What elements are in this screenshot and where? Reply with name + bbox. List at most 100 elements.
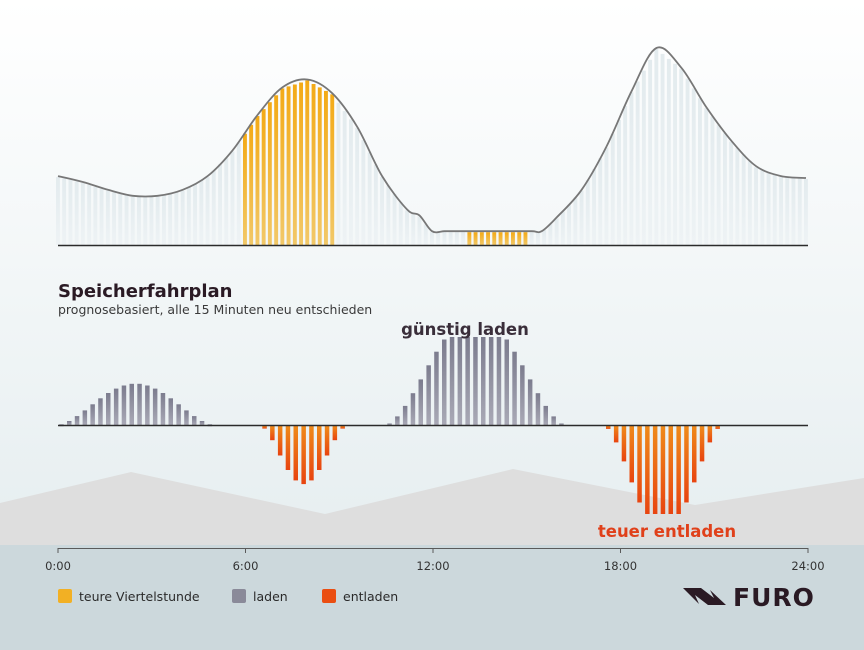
expensive-price-bar bbox=[492, 232, 497, 245]
charge-bar bbox=[106, 393, 111, 425]
charge-bar bbox=[121, 385, 127, 425]
expensive-price-bar bbox=[274, 95, 279, 245]
price-bar bbox=[99, 188, 104, 245]
price-bar bbox=[804, 179, 808, 245]
charge-bar bbox=[137, 383, 142, 425]
price-bar bbox=[130, 196, 135, 246]
charge-bar bbox=[82, 410, 88, 425]
price-bar bbox=[162, 195, 166, 245]
charge-bar bbox=[434, 351, 439, 425]
price-bar bbox=[691, 88, 696, 246]
price-bar bbox=[442, 232, 447, 245]
price-bar bbox=[741, 154, 746, 245]
discharge-bar bbox=[270, 426, 275, 441]
schedule-subtitle: prognosebasiert, alle 15 Minuten neu ent… bbox=[58, 302, 372, 317]
price-bar bbox=[155, 196, 160, 246]
legend-label-expensive: teure Viertelstunde bbox=[79, 589, 200, 604]
price-bar bbox=[361, 140, 366, 245]
charge-bar bbox=[168, 398, 173, 425]
time-axis-ticks: 0:00 6:00 12:00 18:00 24:00 bbox=[45, 548, 825, 573]
footer-band bbox=[0, 545, 864, 650]
price-bar bbox=[673, 63, 677, 245]
price-bar bbox=[554, 218, 559, 245]
price-bar bbox=[617, 119, 621, 245]
discharge-bar bbox=[668, 426, 673, 514]
price-bar bbox=[610, 133, 615, 245]
discharge-bar bbox=[613, 426, 619, 443]
price-bar bbox=[729, 141, 734, 245]
price-bar bbox=[56, 177, 60, 245]
charge-bar bbox=[387, 423, 392, 426]
schedule-title: Speicherfahrplan bbox=[58, 281, 232, 302]
price-bar bbox=[367, 152, 372, 245]
charge-bar bbox=[418, 379, 423, 425]
charge-bar bbox=[74, 416, 80, 425]
expensive-price-bar bbox=[473, 232, 478, 245]
discharge-bar bbox=[293, 426, 298, 481]
expensive-price-bar bbox=[517, 232, 522, 245]
price-bar bbox=[342, 111, 347, 245]
annotation-charge: günstig laden bbox=[401, 320, 529, 339]
price-bar bbox=[623, 106, 628, 245]
charge-bar bbox=[449, 337, 455, 425]
expensive-price-bar bbox=[324, 90, 328, 246]
price-bar bbox=[74, 181, 79, 245]
charge-bar bbox=[504, 339, 509, 425]
expensive-price-bar bbox=[243, 133, 247, 245]
charge-bar bbox=[199, 421, 205, 425]
time-tick-label: 0:00 bbox=[45, 559, 71, 573]
price-bar bbox=[785, 177, 790, 245]
price-bar bbox=[193, 183, 197, 245]
price-bar bbox=[423, 224, 428, 245]
price-bar bbox=[629, 92, 634, 245]
price-bar bbox=[349, 119, 353, 245]
price-bar bbox=[230, 151, 235, 245]
legend-swatch-charge bbox=[232, 589, 246, 603]
price-bar bbox=[710, 116, 715, 245]
price-bar bbox=[186, 187, 191, 245]
charge-bar bbox=[395, 416, 400, 425]
price-bar bbox=[567, 204, 571, 245]
expensive-price-bar bbox=[305, 80, 310, 245]
price-bar bbox=[754, 167, 758, 245]
expensive-price-bar bbox=[486, 232, 490, 245]
charge-bar bbox=[551, 416, 556, 425]
price-bar bbox=[118, 193, 123, 245]
discharge-bar bbox=[676, 426, 681, 514]
expensive-price-bar bbox=[311, 84, 316, 245]
price-bar bbox=[685, 78, 690, 245]
charge-bar bbox=[473, 337, 478, 425]
annotation-discharge: teuer entladen bbox=[598, 522, 736, 541]
price-bar bbox=[373, 164, 378, 245]
price-bar bbox=[454, 232, 459, 245]
price-bar bbox=[716, 124, 721, 245]
price-bar bbox=[598, 158, 603, 245]
price-bar bbox=[560, 211, 565, 245]
expensive-price-bar bbox=[280, 88, 285, 246]
price-bar bbox=[461, 232, 466, 245]
price-bar bbox=[666, 58, 671, 246]
price-bar bbox=[80, 183, 85, 245]
discharge-bar bbox=[340, 426, 345, 429]
legend: teure Viertelstunde laden entladen bbox=[58, 589, 398, 604]
price-bar bbox=[704, 108, 709, 245]
discharge-bar bbox=[277, 426, 283, 456]
charge-bar bbox=[67, 421, 72, 425]
price-bar bbox=[747, 160, 752, 245]
discharge-bar bbox=[621, 426, 627, 462]
charge-bar bbox=[160, 393, 166, 425]
discharge-bar bbox=[660, 426, 666, 514]
charge-bar bbox=[457, 337, 463, 425]
discharge-bar bbox=[715, 426, 720, 429]
background bbox=[0, 0, 864, 545]
price-bar bbox=[224, 157, 229, 245]
charge-bar bbox=[145, 385, 150, 425]
charge-bar bbox=[543, 405, 548, 425]
price-bar bbox=[105, 190, 110, 245]
expensive-price-bar bbox=[479, 232, 484, 245]
expensive-price-bar bbox=[255, 116, 260, 245]
expensive-price-bar bbox=[511, 232, 515, 245]
charge-bar bbox=[535, 393, 541, 425]
